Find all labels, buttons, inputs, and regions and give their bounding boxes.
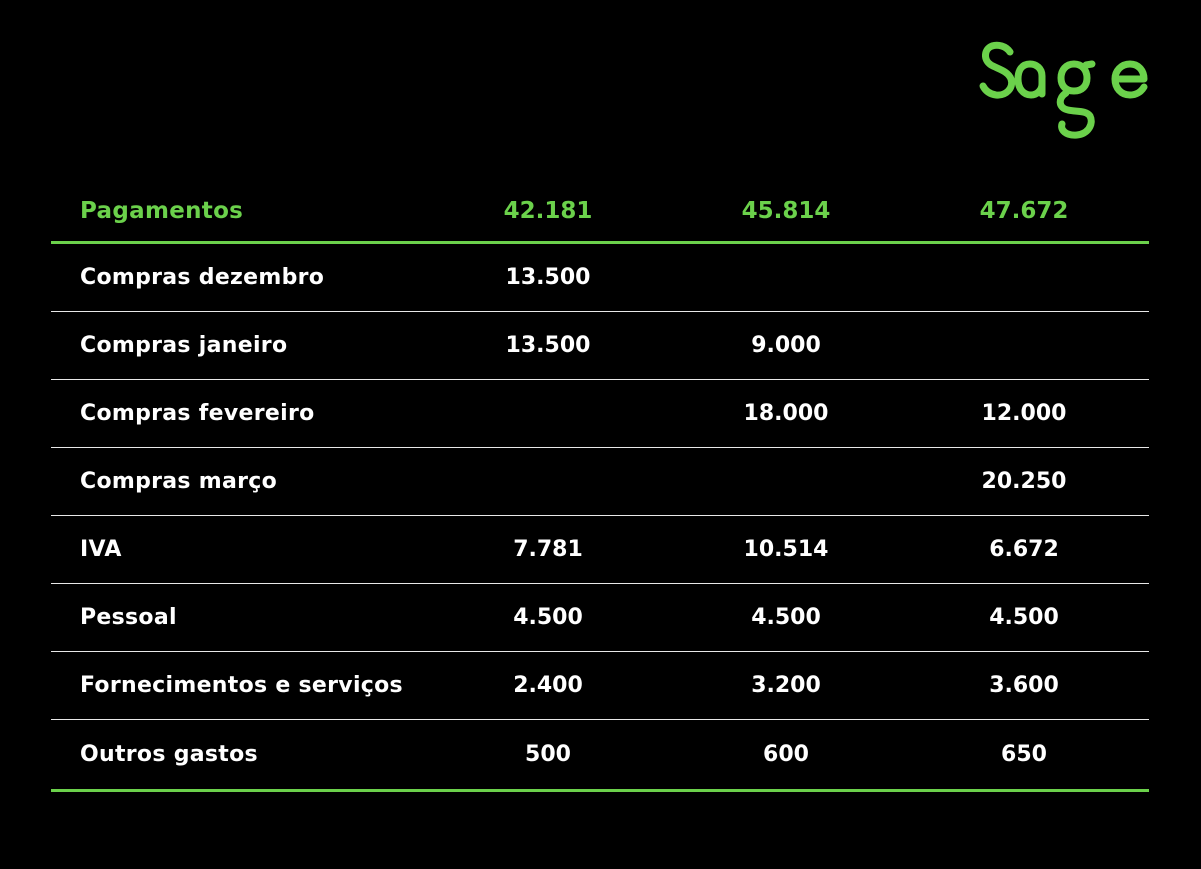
row-value-1: 13.500 — [505, 333, 591, 358]
row-label: Compras março — [80, 469, 278, 494]
row-value-3: 20.250 — [981, 469, 1067, 494]
row-value-2: 10.514 — [743, 537, 829, 562]
row-value-1: 13.500 — [505, 265, 591, 290]
table-row: Fornecimentos e serviços 2.400 3.200 3.6… — [51, 652, 1149, 720]
row-value-2: 9.000 — [751, 333, 821, 358]
table-row: IVA 7.781 10.514 6.672 — [51, 516, 1149, 584]
table-header-row: Pagamentos 42.181 45.814 47.672 — [51, 180, 1149, 244]
row-value-1: 500 — [525, 742, 571, 767]
row-value-2: 3.200 — [751, 673, 821, 698]
table-row: Pessoal 4.500 4.500 4.500 — [51, 584, 1149, 652]
table-row: Outros gastos 500 600 650 — [51, 720, 1149, 792]
header-total-2: 45.814 — [741, 197, 831, 224]
row-label: Compras fevereiro — [80, 401, 315, 426]
row-value-2: 600 — [763, 742, 809, 767]
row-value-3: 6.672 — [989, 537, 1059, 562]
table-row: Compras janeiro 13.500 9.000 — [51, 312, 1149, 380]
row-value-1: 7.781 — [513, 537, 583, 562]
row-label: Compras janeiro — [80, 333, 288, 358]
header-label: Pagamentos — [80, 197, 244, 224]
row-label: Outros gastos — [80, 742, 258, 767]
header-total-3: 47.672 — [979, 197, 1069, 224]
table-row: Compras março 20.250 — [51, 448, 1149, 516]
row-label: IVA — [80, 537, 122, 562]
row-value-2: 18.000 — [743, 401, 829, 426]
sage-logo — [978, 38, 1150, 142]
table-row: Compras fevereiro 18.000 12.000 — [51, 380, 1149, 448]
table-row: Compras dezembro 13.500 — [51, 244, 1149, 312]
row-value-3: 12.000 — [981, 401, 1067, 426]
row-label: Compras dezembro — [80, 265, 325, 290]
row-value-3: 650 — [1001, 742, 1047, 767]
row-label: Pessoal — [80, 605, 177, 630]
row-value-1: 2.400 — [513, 673, 583, 698]
row-value-1: 4.500 — [513, 605, 583, 630]
header-total-1: 42.181 — [503, 197, 593, 224]
row-value-3: 3.600 — [989, 673, 1059, 698]
row-value-2: 4.500 — [751, 605, 821, 630]
payments-table: Pagamentos 42.181 45.814 47.672 Compras … — [51, 180, 1149, 792]
row-value-3: 4.500 — [989, 605, 1059, 630]
row-label: Fornecimentos e serviços — [80, 673, 403, 698]
